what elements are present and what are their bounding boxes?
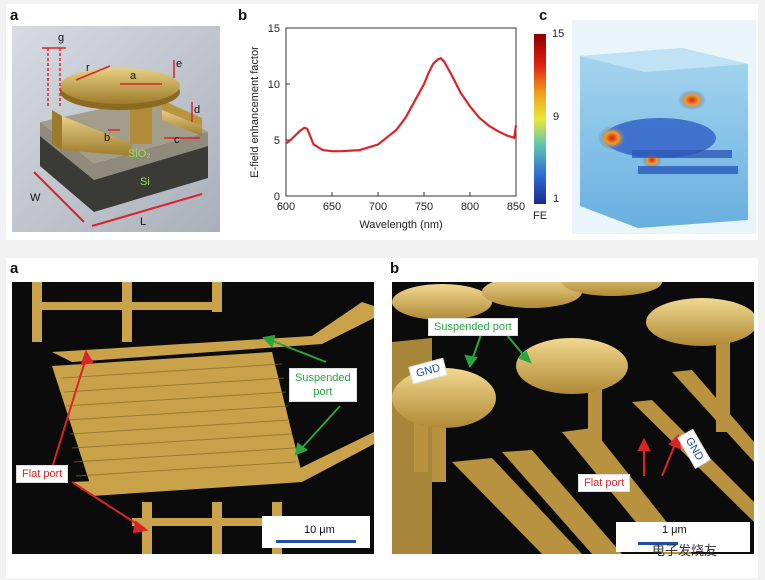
sem-array-image: [12, 282, 374, 554]
dim-b-label: b: [104, 132, 111, 144]
dim-a-label: a: [130, 70, 137, 82]
colorbar-label: FE: [533, 210, 548, 222]
y-tick-label: 15: [268, 23, 280, 35]
dim-e-label: e: [176, 58, 183, 70]
panel-b-letter: b: [238, 7, 248, 24]
e-field-chart: 600 650 700 750 800 850 0 5 10 15 Wavelength (nm) E…: [249, 23, 525, 231]
y-tick-label: 10: [268, 79, 280, 91]
x-tick-label: 800: [461, 201, 479, 213]
x-tick-label: 600: [277, 201, 295, 213]
dim-c-label: c: [174, 134, 180, 146]
flat-port-label-a: Flat port: [16, 465, 69, 483]
x-tick-label: 750: [415, 201, 433, 213]
gold-disk: [60, 68, 180, 104]
bottom-panel-a-letter: a: [10, 260, 19, 277]
x-tick-label: 850: [507, 201, 525, 213]
dim-d-label: d: [194, 104, 201, 116]
colorbar-tick-1: 1: [553, 193, 560, 205]
y-tick-label: 0: [274, 191, 280, 203]
plot-frame: [285, 27, 517, 197]
colorbar-tick-15: 15: [552, 28, 565, 40]
x-tick-label: 650: [323, 201, 341, 213]
dim-r-label: r: [86, 62, 90, 74]
dim-w-label: W: [30, 192, 41, 204]
si-block: [40, 136, 208, 212]
panel-a-letter: a: [10, 7, 19, 24]
field-map-3d: [572, 20, 756, 234]
dim-l-label: L: [140, 216, 147, 228]
x-tick-label: 700: [369, 201, 387, 213]
panel-c-letter: c: [539, 7, 548, 24]
sio2-layer: [40, 122, 208, 180]
suspended-port-label-a: Suspended port: [289, 368, 357, 402]
watermark-text: 电子发烧友: [652, 543, 718, 558]
dim-g-label: g: [58, 32, 65, 44]
colorbar: [534, 34, 546, 204]
scale-label-10um: 10 μm: [304, 524, 335, 536]
si-label: Si: [140, 176, 150, 188]
device-schematic: [12, 26, 220, 232]
y-axis-label: E-field enhancement factor: [249, 46, 261, 178]
y-tick-label: 5: [274, 135, 280, 147]
flat-port-label-b: Flat port: [578, 474, 631, 492]
colorbar-tick-9: 9: [553, 111, 560, 123]
suspended-port-label-b: Suspended port: [428, 318, 518, 336]
series-line: [285, 56, 518, 153]
x-axis-label: Wavelength (nm): [359, 219, 442, 231]
sio2-label: SiO₂: [128, 148, 151, 160]
scale-label-1um: 1 μm: [662, 524, 687, 536]
bottom-panel-b-letter: b: [390, 260, 400, 277]
